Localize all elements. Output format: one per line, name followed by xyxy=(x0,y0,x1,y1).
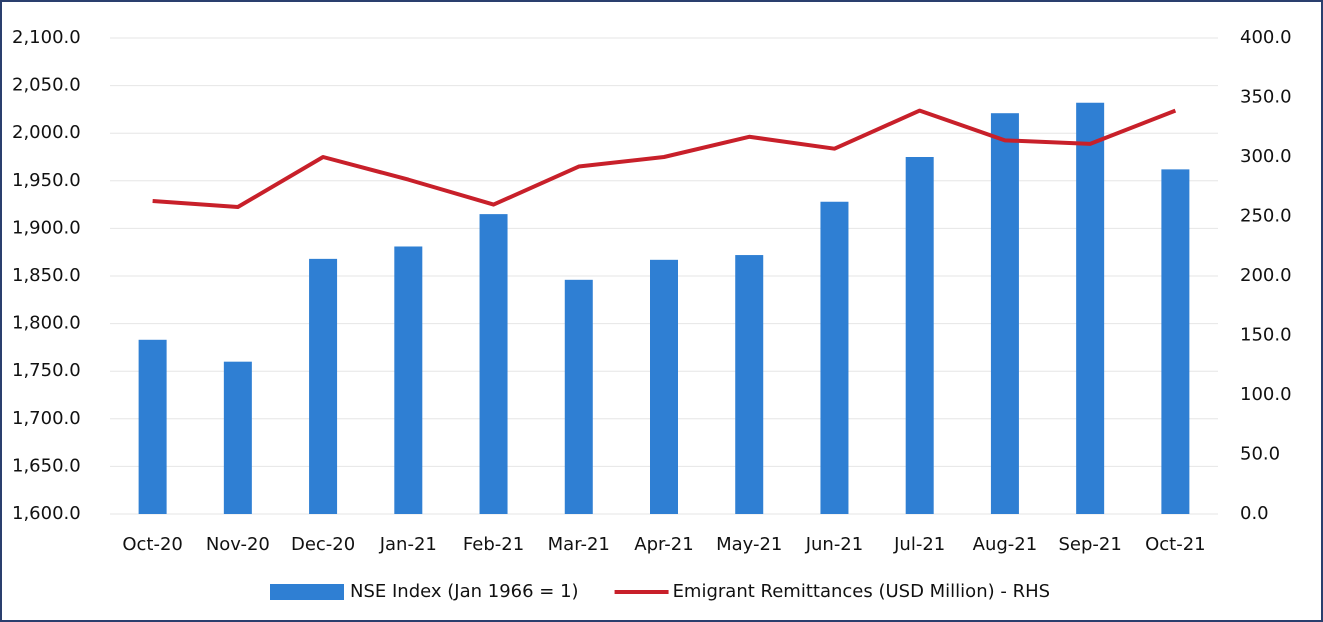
y-tick-label: 1,850.0 xyxy=(12,265,81,286)
y-tick-label: 1,600.0 xyxy=(12,503,81,524)
x-tick-label: Sep-21 xyxy=(1058,534,1121,555)
y2-tick-label: 100.0 xyxy=(1240,384,1292,405)
bar xyxy=(990,113,1019,514)
x-tick-label: Oct-21 xyxy=(1145,534,1206,555)
bar xyxy=(394,246,423,514)
bar xyxy=(650,259,678,514)
x-tick-label: Oct-20 xyxy=(122,534,183,555)
y-tick-label: 2,100.0 xyxy=(12,27,81,48)
y2-tick-label: 250.0 xyxy=(1240,206,1292,227)
bar xyxy=(479,214,508,514)
x-tick-label: Nov-20 xyxy=(206,534,270,555)
y2-tick-label: 200.0 xyxy=(1240,265,1292,286)
x-tick-label: Jul-21 xyxy=(893,534,945,555)
y-tick-label: 1,700.0 xyxy=(12,408,81,429)
line xyxy=(152,108,1177,209)
legend-swatch xyxy=(270,584,344,600)
y2-tick-label: 0.0 xyxy=(1240,503,1269,524)
bar xyxy=(1076,102,1105,515)
y2-tick-label: 50.0 xyxy=(1240,444,1280,465)
x-tick-label: May-21 xyxy=(716,534,782,555)
bar xyxy=(905,157,934,514)
y2-tick-label: 350.0 xyxy=(1240,87,1292,108)
x-tick-label: Aug-21 xyxy=(973,534,1038,555)
x-tick-label: Dec-20 xyxy=(291,534,355,555)
bar xyxy=(564,279,593,514)
y-tick-label: 1,800.0 xyxy=(12,313,81,334)
bar xyxy=(309,258,338,514)
bar xyxy=(223,361,252,514)
x-tick-label: Apr-21 xyxy=(634,534,693,555)
x-tick-label: Mar-21 xyxy=(548,534,610,555)
y2-tick-label: 300.0 xyxy=(1240,146,1292,167)
y2-tick-label: 150.0 xyxy=(1240,325,1292,346)
y-tick-label: 2,050.0 xyxy=(12,75,81,96)
y2-tick-label: 400.0 xyxy=(1240,27,1292,48)
y-tick-label: 2,000.0 xyxy=(12,122,81,143)
x-tick-label: Jun-21 xyxy=(805,534,864,555)
bar xyxy=(820,201,849,514)
y-tick-label: 1,950.0 xyxy=(12,170,81,191)
y-tick-label: 1,750.0 xyxy=(12,360,81,381)
x-tick-label: Jan-21 xyxy=(379,534,437,555)
x-tick-label: Feb-21 xyxy=(463,534,524,555)
bar xyxy=(138,339,167,514)
bar xyxy=(735,255,764,514)
y-tick-label: 1,650.0 xyxy=(12,455,81,476)
legend-label: NSE Index (Jan 1966 = 1) xyxy=(350,581,579,602)
bar xyxy=(1161,169,1190,514)
legend-label: Emigrant Remittances (USD Million) - RHS xyxy=(673,581,1050,602)
y-tick-label: 1,900.0 xyxy=(12,217,81,238)
